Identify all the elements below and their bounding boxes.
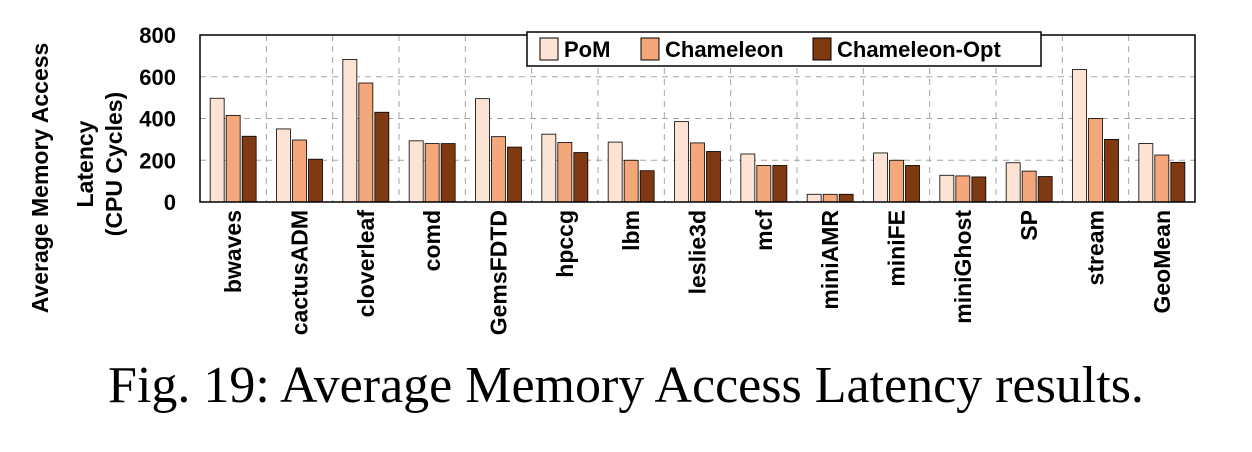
y-axis-title-line-1: Average Memory Access (27, 43, 53, 314)
bar-chart: 0 200 400 600 800 bwaves cactusADM cloverleaf c… (27, 23, 1196, 336)
y-tick-label: 600 (139, 65, 176, 90)
x-tick-label: miniFE (884, 210, 910, 287)
y-tick-label: 0 (164, 190, 176, 215)
legend-label-pom: PoM (564, 37, 610, 62)
y-axis-title-line-2: Latency (72, 120, 98, 207)
bar-chameleon (690, 142, 705, 203)
bar-chameleon (424, 143, 440, 203)
bar-chameleon-opt (639, 170, 655, 203)
bar-pom (276, 128, 291, 203)
x-tick-label: miniGhost (950, 210, 976, 324)
bar-chameleon (557, 142, 573, 203)
y-tick-label: 800 (139, 23, 176, 48)
bar-pom (209, 97, 225, 203)
legend-swatch-chameleon-opt (812, 37, 832, 61)
bar-chameleon (1088, 118, 1103, 203)
bar-chameleon (955, 175, 971, 203)
x-axis-ticks: bwaves cactusADM cloverleaf comd GemsFDTD hpc… (220, 210, 1175, 336)
y-axis-title-line-3: (CPU Cycles) (101, 92, 127, 236)
x-tick-label: stream (1083, 210, 1109, 285)
x-tick-label: bwaves (220, 210, 246, 293)
bar-pom (740, 153, 756, 203)
bar-chameleon (358, 82, 374, 203)
x-tick-label: mcf (751, 210, 777, 251)
bar-chameleon-opt (971, 176, 987, 203)
x-tick-label: cactusADM (287, 210, 313, 335)
bar-chameleon-opt (440, 143, 456, 203)
bar-chameleon-opt (905, 165, 920, 203)
bar-chameleon (623, 159, 639, 203)
legend-swatch-chameleon (640, 37, 660, 61)
y-tick-label: 200 (139, 148, 176, 173)
legend: PoM Chameleon Chameleon-Opt (526, 31, 1042, 67)
bar-pom (873, 152, 888, 203)
bar-chameleon-opt (374, 111, 390, 203)
bar-chameleon (1021, 170, 1037, 203)
bar-chameleon-opt (241, 135, 257, 203)
bar-pom (1005, 162, 1021, 203)
bar-chameleon-opt (1037, 176, 1053, 203)
bar-chameleon-opt (573, 152, 589, 203)
bar-chameleon (1154, 154, 1170, 203)
x-tick-label: GemsFDTD (486, 210, 512, 335)
bar-chameleon (756, 165, 772, 203)
bar-chameleon-opt (1170, 161, 1186, 203)
legend-box (526, 31, 1042, 67)
legend-label-chameleon-opt: Chameleon-Opt (837, 37, 1001, 62)
bar-pom (607, 141, 623, 203)
x-tick-label: leslie3d (685, 210, 711, 294)
bar-chameleon (889, 159, 904, 203)
y-tick-label: 400 (139, 107, 176, 132)
bar-chameleon (225, 114, 241, 203)
bar-chameleon-opt (308, 158, 323, 203)
bar-pom (939, 174, 955, 203)
bar-chameleon (822, 193, 838, 203)
x-tick-label: cloverleaf (353, 210, 379, 318)
bar-chameleon-opt (838, 193, 854, 203)
bar-pom (806, 193, 822, 203)
bars (209, 59, 1186, 203)
x-tick-label: GeoMean (1149, 210, 1175, 314)
bar-chameleon-opt (772, 165, 788, 203)
bar-pom (342, 59, 358, 203)
x-tick-label: comd (419, 210, 445, 271)
figure-caption: Fig. 19: Average Memory Access Latency r… (108, 357, 1144, 414)
legend-label-chameleon: Chameleon (665, 37, 784, 62)
y-axis-ticks: 0 200 400 600 800 (139, 23, 176, 215)
y-axis-title: Average Memory Access Latency (CPU Cycle… (27, 43, 127, 314)
bar-chameleon (491, 136, 506, 203)
x-tick-label: miniAMR (817, 210, 843, 310)
bar-pom (674, 121, 689, 203)
bar-pom (1138, 143, 1154, 203)
bar-chameleon-opt (1104, 138, 1119, 203)
x-tick-label: hpccg (552, 210, 578, 278)
bar-pom (408, 140, 424, 203)
x-tick-label: SP (1016, 210, 1042, 241)
bar-chameleon (292, 139, 307, 203)
bar-pom (1072, 69, 1087, 203)
x-tick-label: lbm (618, 210, 644, 251)
bar-pom (541, 133, 557, 203)
bar-chameleon-opt (507, 146, 522, 203)
bar-pom (475, 98, 490, 203)
legend-swatch-pom (539, 37, 559, 61)
bar-chameleon-opt (706, 151, 721, 203)
